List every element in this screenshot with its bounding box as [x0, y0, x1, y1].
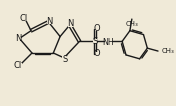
Text: S: S	[62, 55, 68, 64]
Text: O: O	[94, 50, 100, 59]
Text: N: N	[15, 34, 22, 43]
Text: S: S	[92, 37, 98, 46]
FancyBboxPatch shape	[15, 63, 22, 68]
FancyBboxPatch shape	[16, 37, 21, 40]
Text: CH₃: CH₃	[162, 48, 175, 54]
Text: Cl: Cl	[13, 61, 22, 70]
FancyBboxPatch shape	[47, 20, 52, 24]
Text: N: N	[46, 17, 53, 26]
FancyBboxPatch shape	[21, 16, 29, 21]
Text: N: N	[68, 19, 74, 28]
Text: O: O	[94, 24, 100, 33]
Text: NH: NH	[103, 38, 114, 47]
FancyBboxPatch shape	[93, 39, 98, 43]
FancyBboxPatch shape	[95, 52, 99, 56]
FancyBboxPatch shape	[105, 40, 112, 45]
FancyBboxPatch shape	[62, 56, 66, 60]
FancyBboxPatch shape	[68, 23, 73, 27]
Text: CH₃: CH₃	[125, 21, 138, 27]
Text: Cl: Cl	[19, 14, 27, 23]
FancyBboxPatch shape	[95, 27, 99, 31]
